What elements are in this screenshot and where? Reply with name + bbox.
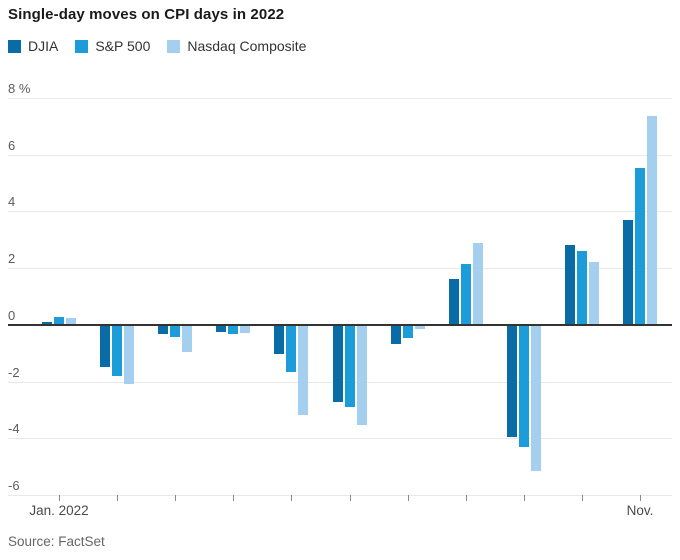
x-axis-tick — [407, 495, 409, 501]
bar-s-p-500-9 — [518, 324, 529, 448]
y-axis-label: 4 — [8, 194, 16, 210]
bar-nasdaq-composite-11 — [647, 116, 657, 325]
y-axis-label: -4 — [8, 421, 20, 437]
bar-djia-7 — [390, 324, 401, 344]
y-axis-label: 8 % — [8, 81, 31, 96]
x-axis-tick — [175, 495, 177, 501]
x-axis-tick — [640, 495, 641, 501]
bar-djia-11 — [623, 219, 633, 325]
bar-nasdaq-composite-4 — [240, 324, 251, 334]
bar-nasdaq-composite-6 — [356, 324, 367, 425]
gridline — [8, 495, 672, 496]
bar-s-p-500-10 — [576, 251, 587, 325]
y-axis-label: -2 — [8, 364, 20, 380]
bar-s-p-500-1 — [54, 316, 64, 325]
legend-item-label: DJIA — [28, 38, 59, 54]
y-axis-label: 0 — [8, 307, 16, 323]
bar-s-p-500-4 — [228, 324, 239, 335]
bar-s-p-500-5 — [286, 324, 297, 372]
legend-item-label: Nasdaq Composite — [187, 38, 307, 54]
bar-s-p-500-8 — [460, 264, 471, 325]
legend-item-nasdaq-composite: Nasdaq Composite — [167, 38, 306, 54]
bar-nasdaq-composite-8 — [472, 242, 483, 325]
plot-area: 8 % 6 4 2 0 -2 -4 -6 Jan. 2022 Nov. — [8, 81, 672, 518]
chart-title: Single-day moves on CPI days in 2022 — [8, 6, 285, 23]
bar-nasdaq-composite-3 — [182, 324, 193, 352]
bar-djia-10 — [564, 244, 575, 325]
x-axis-tick — [233, 495, 235, 501]
x-axis-tick — [349, 495, 351, 501]
legend-swatch — [167, 39, 181, 53]
bar-s-p-500-11 — [635, 167, 645, 325]
zero-line — [8, 323, 672, 326]
legend-swatch — [75, 39, 89, 53]
bar-djia-8 — [448, 278, 459, 325]
gridline — [8, 268, 672, 270]
gridline — [8, 438, 672, 440]
x-axis-label: Jan. 2022 — [29, 503, 89, 518]
bar-djia-1 — [42, 321, 52, 325]
legend-swatch — [8, 39, 21, 53]
y-axis-label: -6 — [8, 478, 20, 493]
bar-nasdaq-composite-2 — [124, 324, 135, 385]
bar-djia-9 — [506, 324, 517, 437]
source-note: Source: FactSet — [8, 534, 105, 549]
bar-nasdaq-composite-9 — [530, 324, 541, 472]
x-axis-tick — [291, 495, 293, 501]
bar-nasdaq-composite-10 — [588, 261, 599, 325]
x-axis-tick — [59, 495, 60, 501]
bar-s-p-500-6 — [344, 324, 355, 408]
y-axis-label: 2 — [8, 251, 16, 267]
gridline — [8, 211, 672, 213]
x-axis-tick — [117, 495, 119, 501]
x-axis-tick — [465, 495, 467, 501]
legend: DJIA S&P 500 Nasdaq Composite — [8, 38, 306, 54]
gridline — [8, 154, 672, 156]
bar-nasdaq-composite-7 — [414, 324, 425, 330]
bar-djia-6 — [332, 324, 343, 403]
x-axis-tick — [523, 495, 525, 501]
bar-s-p-500-3 — [170, 324, 181, 338]
y-axis-label: 6 — [8, 137, 16, 153]
bar-djia-5 — [274, 324, 285, 354]
bar-s-p-500-2 — [112, 324, 123, 377]
bar-nasdaq-composite-5 — [298, 324, 309, 416]
x-axis-label: Nov. — [626, 503, 654, 518]
bar-s-p-500-7 — [402, 324, 413, 338]
x-axis-tick — [581, 495, 583, 501]
bar-djia-3 — [158, 324, 169, 335]
bar-djia-2 — [100, 324, 111, 367]
bar-nasdaq-composite-1 — [66, 318, 76, 325]
legend-item-s-p-500: S&P 500 — [75, 38, 150, 54]
gridline — [8, 98, 672, 99]
bar-djia-4 — [216, 324, 227, 333]
legend-item-label: S&P 500 — [95, 38, 151, 54]
legend-item-djia: DJIA — [8, 38, 58, 54]
